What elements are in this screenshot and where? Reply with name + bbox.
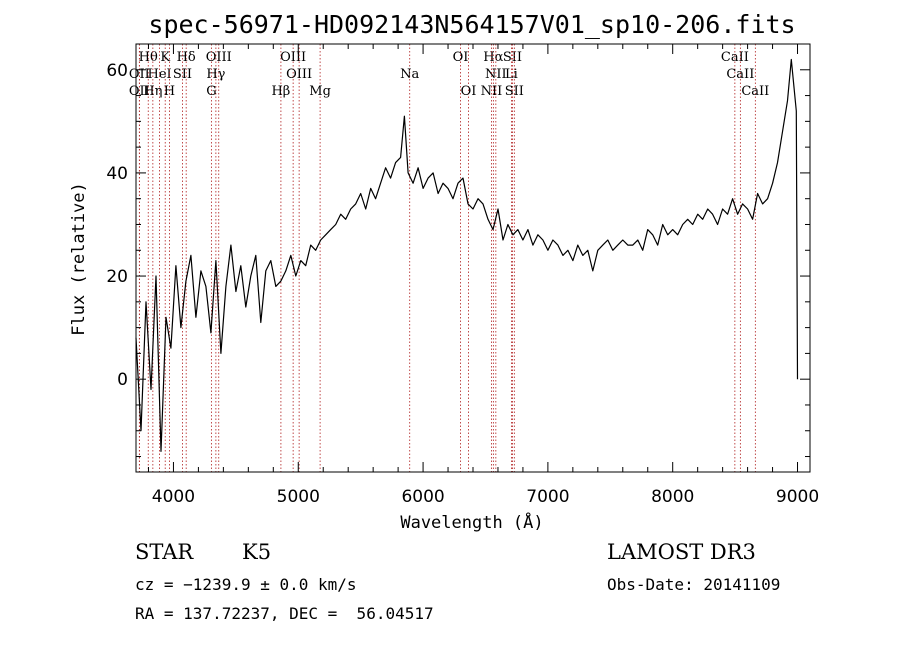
emission-line-label: H xyxy=(164,84,175,99)
emission-line-label: Hη xyxy=(143,84,162,99)
y-tick-label: 40 xyxy=(106,164,128,184)
emission-line-label: NII xyxy=(481,84,503,99)
emission-line-label: K xyxy=(160,50,170,65)
emission-line-label: OI xyxy=(453,50,469,65)
emission-line-label: CaII xyxy=(741,84,769,99)
y-tick-label: 60 xyxy=(106,61,128,81)
flux-series xyxy=(135,58,799,452)
emission-line-label: NII xyxy=(485,67,507,82)
y-axis-label: Flux (relative) xyxy=(69,182,89,336)
emission-line-label: CaII xyxy=(721,50,749,65)
x-tick-label: 8000 xyxy=(651,487,694,507)
survey-name: LAMOST DR3 xyxy=(607,540,756,564)
x-tick-label: 9000 xyxy=(776,487,819,507)
emission-line-label: Hα xyxy=(483,50,503,65)
x-tick-label: 5000 xyxy=(277,487,320,507)
emission-line-label: OI xyxy=(461,84,477,99)
x-tick-label: 7000 xyxy=(526,487,569,507)
emission-line-label: Na xyxy=(400,67,419,82)
emission-line-label: CaII xyxy=(726,67,754,82)
plot-frame xyxy=(135,43,811,473)
emission-line-label: Li xyxy=(505,67,518,82)
object-subclass: K5 xyxy=(242,540,272,564)
emission-line-label: Hγ xyxy=(206,67,225,82)
emission-line-label: SII xyxy=(505,84,524,99)
flux-line xyxy=(135,58,799,452)
emission-line-label: G xyxy=(206,84,216,99)
object-class: STAR xyxy=(135,540,194,564)
emission-line-label: Hδ xyxy=(177,50,196,65)
chart-title: spec-56971-HD092143N564157V01_sp10-206.f… xyxy=(148,10,795,39)
emission-line-label: SII xyxy=(173,67,192,82)
axis-ticks: 4000 5000 6000 7000 8000 9000 0 20 40 60 xyxy=(106,43,819,507)
velocity-readout: cz = −1239.9 ± 0.0 km/s xyxy=(135,575,357,594)
emission-line-label: OII xyxy=(129,84,150,99)
emission-line-label: Hβ xyxy=(271,84,290,99)
emission-line-label: Hθ xyxy=(139,50,158,65)
emission-line-label: OIII xyxy=(206,50,232,65)
emission-line-label: OII xyxy=(129,67,150,82)
x-tick-label: 4000 xyxy=(152,487,195,507)
coordinates-readout: RA = 137.72237, DEC = 56.04517 xyxy=(135,604,434,623)
x-axis-label: Wavelength (Å) xyxy=(400,511,543,533)
emission-line-label: SII xyxy=(503,50,522,65)
emission-line-label: Mg xyxy=(309,84,331,99)
emission-line-label: HeI xyxy=(148,67,172,82)
x-tick-label: 6000 xyxy=(401,487,444,507)
emission-line-label: OIII xyxy=(280,50,306,65)
y-tick-label: 20 xyxy=(106,267,128,287)
observation-date: Obs-Date: 20141109 xyxy=(607,575,781,594)
emission-line-label: OIII xyxy=(286,67,312,82)
y-tick-label: 0 xyxy=(117,370,128,390)
